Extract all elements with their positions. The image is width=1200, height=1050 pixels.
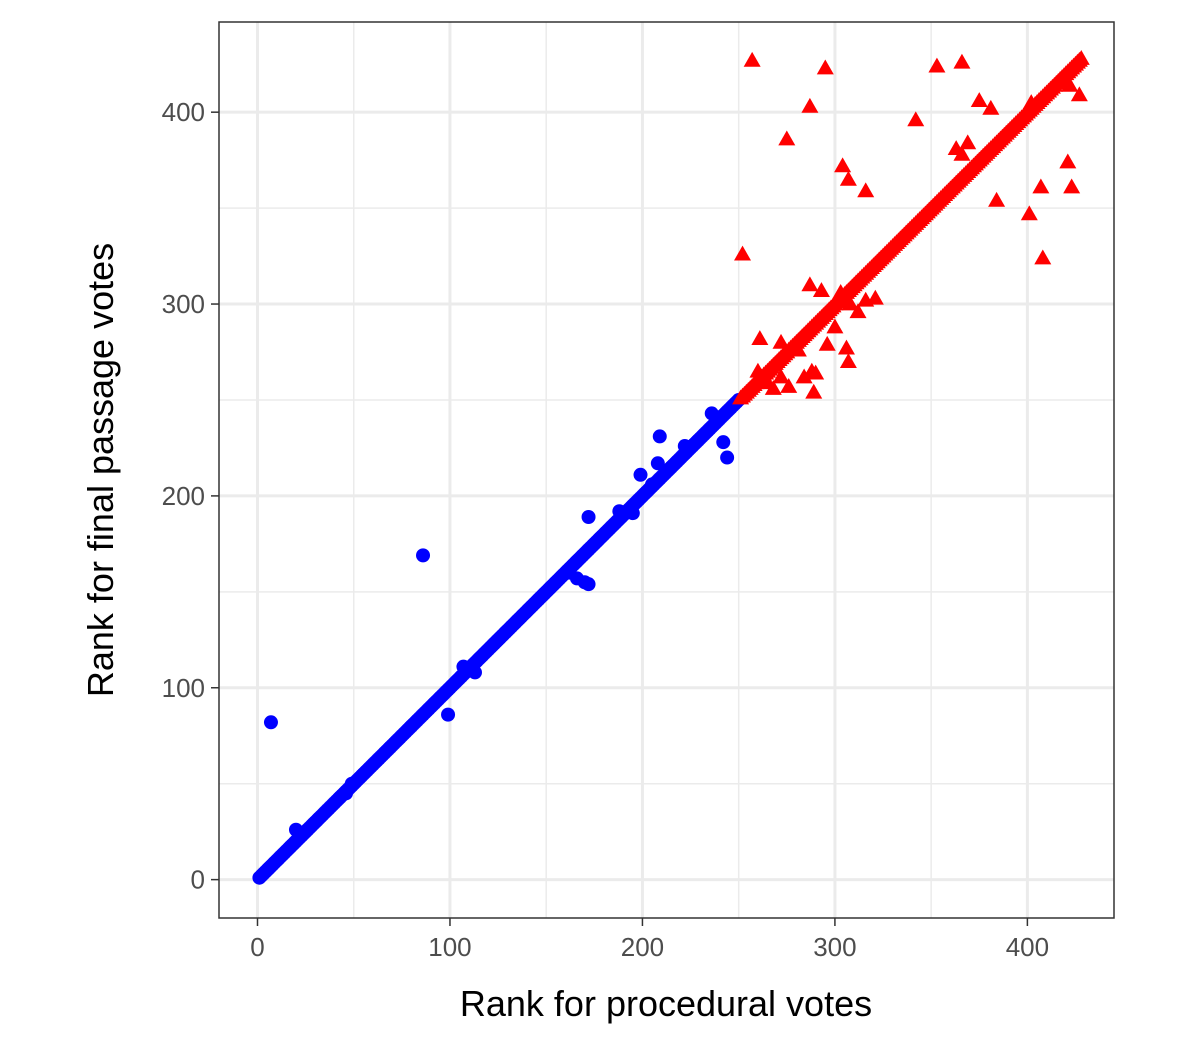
triangle-point — [1034, 249, 1052, 265]
y-axis-title: Rank for final passage votes — [80, 243, 121, 697]
x-tick-label: 400 — [1006, 932, 1049, 962]
triangle-point — [749, 362, 767, 378]
minor-gridlines — [219, 22, 1114, 918]
circle-point — [288, 822, 303, 837]
triangle-point — [816, 59, 834, 75]
triangle-point — [947, 140, 965, 156]
panel-border — [218, 21, 1115, 919]
y-tick-label: 400 — [162, 97, 205, 127]
triangle-point — [857, 182, 875, 198]
triangle-point — [764, 379, 782, 395]
circle-point — [633, 467, 648, 482]
y-tick-label: 200 — [162, 481, 205, 511]
triangle-point — [953, 53, 971, 69]
y-axis-ticks: 0 100 200 300 400 — [162, 97, 219, 895]
triangle-point — [970, 92, 988, 108]
triangle-point — [734, 245, 752, 261]
data-points — [252, 49, 1090, 885]
circle-point — [652, 429, 667, 444]
circle-point — [441, 707, 456, 722]
x-tick-label: 100 — [428, 932, 471, 962]
triangle-point — [832, 284, 850, 299]
triangle-point — [807, 364, 825, 380]
triangle-point — [801, 97, 819, 113]
triangle-point — [1061, 76, 1079, 92]
triangle-point — [780, 378, 798, 393]
triangle-point — [982, 99, 1000, 115]
triangle-point — [772, 333, 790, 349]
triangle-point — [1032, 178, 1050, 194]
triangle-point — [988, 191, 1006, 207]
circle-point — [467, 665, 482, 680]
triangle-point — [839, 353, 857, 368]
circle-point — [720, 450, 735, 465]
triangle-point — [907, 111, 925, 127]
triangle-point — [841, 295, 859, 311]
triangle-point — [826, 318, 844, 334]
triangle-point — [801, 276, 819, 292]
x-tick-label: 0 — [250, 932, 264, 962]
circle-point — [416, 548, 431, 563]
circle-point — [344, 776, 359, 791]
circle-point — [581, 577, 596, 592]
triangle-point — [866, 289, 884, 305]
circle-point — [263, 715, 278, 730]
y-tick-label: 100 — [162, 673, 205, 703]
circle-point — [712, 410, 727, 425]
triangle-point — [772, 368, 790, 384]
triangle-point — [778, 130, 796, 146]
triangle-point — [1063, 178, 1081, 194]
triangle-point — [805, 383, 823, 399]
circle-point — [716, 435, 731, 450]
circle-point — [650, 456, 665, 471]
triangle-point — [751, 330, 769, 345]
triangle-point — [928, 57, 946, 73]
circle-point — [612, 504, 627, 519]
triangle-point — [1059, 153, 1077, 169]
circle-point — [625, 506, 640, 521]
circle-point — [677, 439, 692, 454]
triangle-point — [1072, 49, 1090, 65]
triangle-point — [1070, 86, 1088, 102]
circle-point — [581, 510, 596, 525]
x-tick-label: 200 — [621, 932, 664, 962]
x-axis-title: Rank for procedural votes — [460, 983, 872, 1024]
triangle-point — [789, 341, 807, 357]
triangle-point — [834, 157, 852, 173]
triangle-point — [959, 134, 977, 150]
y-tick-label: 300 — [162, 289, 205, 319]
triangle-point — [743, 51, 761, 67]
triangle-point — [839, 170, 857, 186]
triangle-point — [837, 339, 855, 355]
y-tick-label: 0 — [191, 865, 205, 895]
triangle-point — [818, 335, 836, 351]
triangle-point — [849, 303, 867, 319]
circle-point — [645, 477, 660, 492]
triangle-point — [1020, 205, 1038, 221]
triangle-point — [795, 368, 813, 384]
triangle-point — [812, 282, 830, 297]
x-axis-ticks: 0 100 200 300 400 — [250, 918, 1049, 962]
triangle-point — [1022, 94, 1040, 109]
x-tick-label: 300 — [813, 932, 856, 962]
